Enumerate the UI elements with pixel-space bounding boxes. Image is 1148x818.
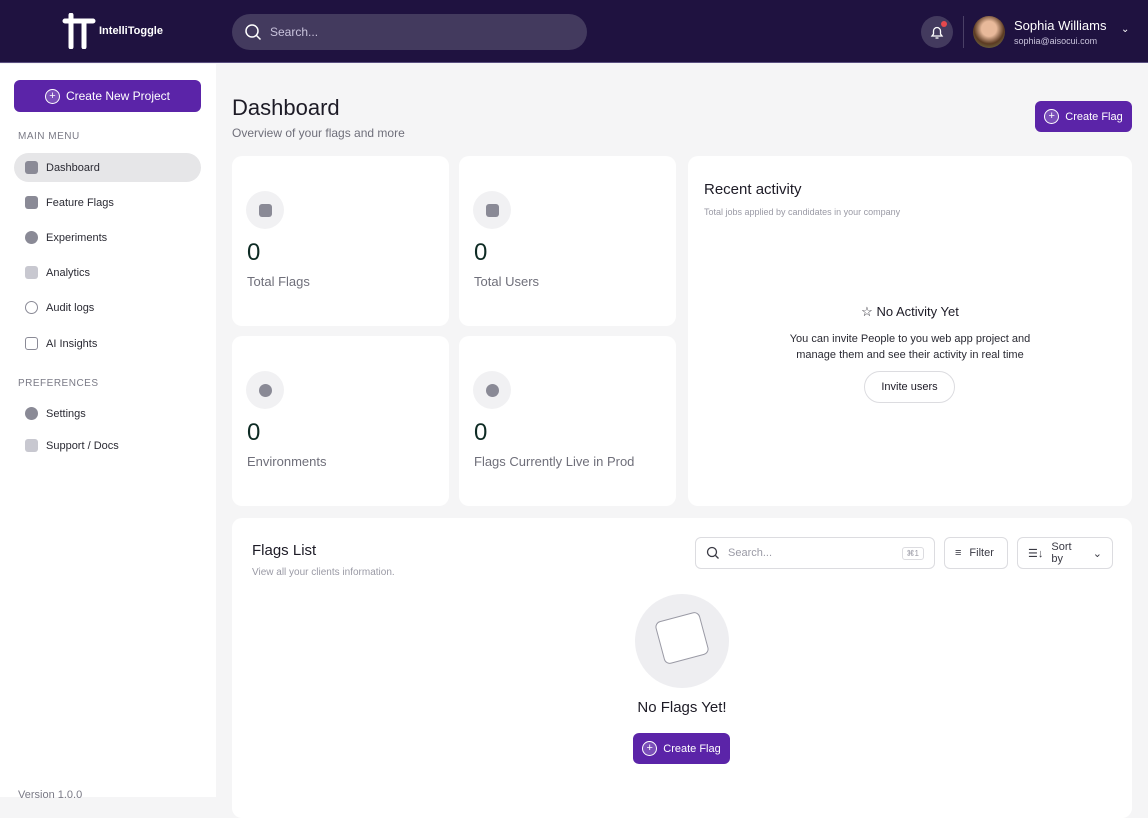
no-activity-desc-2: manage them and see their activity in re… xyxy=(796,349,1024,361)
stat-label: Flags Currently Live in Prod xyxy=(474,454,635,469)
gear-icon xyxy=(25,407,38,420)
stat-value: 0 xyxy=(474,419,488,446)
sidebar-item-audit-logs[interactable]: Audit logs xyxy=(14,293,201,322)
stat-card-total-flags: 0 Total Flags xyxy=(232,156,449,326)
search-placeholder: Search... xyxy=(270,25,319,39)
flag-box-icon xyxy=(246,191,284,229)
dashboard-icon xyxy=(25,161,38,174)
star-icon: ☆ xyxy=(861,304,877,319)
sidebar-item-feature-flags[interactable]: Feature Flags xyxy=(14,188,201,217)
no-flags-title: No Flags Yet! xyxy=(637,699,727,716)
page-subtitle: Overview of your flags and more xyxy=(232,126,405,140)
flags-search-input[interactable]: Search... ⌘1 xyxy=(695,537,935,569)
chevron-down-icon: ⌄ xyxy=(1092,547,1102,560)
sidebar-item-label: Dashboard xyxy=(46,161,100,174)
shortcut-badge: ⌘1 xyxy=(901,546,924,560)
sidebar-item-ai-insights[interactable]: AI Insights xyxy=(14,329,201,358)
plus-icon: + xyxy=(1044,109,1060,124)
notification-dot xyxy=(941,21,947,27)
analytics-icon xyxy=(25,266,38,279)
stat-value: 0 xyxy=(247,239,261,266)
activity-title: Recent activity xyxy=(704,181,802,198)
flags-list-card: Flags List View all your clients informa… xyxy=(232,518,1132,818)
stat-label: Total Users xyxy=(474,274,540,289)
brand-logo[interactable]: IntelliToggle xyxy=(62,13,163,49)
sort-label: Sort by xyxy=(1051,541,1072,565)
sidebar: + Create New Project MAIN MENU Dashboard … xyxy=(0,64,216,801)
sidebar-item-label: Analytics xyxy=(46,266,91,279)
avatar[interactable] xyxy=(973,16,1005,48)
sidebar-item-support[interactable]: Support / Docs xyxy=(14,431,201,460)
eye-icon xyxy=(246,371,284,409)
sort-icon: ☰↓ xyxy=(1028,547,1044,560)
top-bar: IntelliToggle Search... Sophia Williams … xyxy=(0,0,1148,63)
logo-icon xyxy=(62,13,96,49)
preferences-label: PREFERENCES xyxy=(18,378,99,389)
stat-label: Environments xyxy=(247,454,327,469)
create-flag-label: Create Flag xyxy=(1065,110,1123,123)
sort-by-dropdown[interactable]: ☰↓ Sort by ⌄ xyxy=(1017,537,1113,569)
sidebar-item-label: Support / Docs xyxy=(46,439,119,452)
brand-name: IntelliToggle xyxy=(99,25,163,37)
empty-notebook-illustration xyxy=(635,594,729,688)
flags-list-subtitle: View all your clients information. xyxy=(252,567,395,578)
version-text: Version 1.0.0 xyxy=(18,789,83,801)
plus-icon: + xyxy=(642,741,658,756)
create-project-button[interactable]: + Create New Project xyxy=(14,80,201,112)
recent-activity-card: Recent activity Total jobs applied by ca… xyxy=(688,156,1132,506)
main-menu-label: MAIN MENU xyxy=(18,131,80,142)
user-email: sophia@aisocui.com xyxy=(1014,36,1098,46)
sidebar-item-label: Audit logs xyxy=(46,301,95,314)
no-activity-text: No Activity Yet xyxy=(876,304,959,319)
stat-card-live-flags: 0 Flags Currently Live in Prod xyxy=(459,336,676,506)
search-placeholder: Search... xyxy=(728,547,773,559)
filter-label: Filter xyxy=(969,547,994,559)
stat-value: 0 xyxy=(247,419,261,446)
search-icon xyxy=(706,546,719,559)
sidebar-item-label: Settings xyxy=(46,407,86,420)
divider xyxy=(963,16,964,48)
invite-users-button[interactable]: Invite users xyxy=(864,371,955,403)
eye-icon xyxy=(473,371,511,409)
sidebar-item-label: Experiments xyxy=(46,231,108,244)
sidebar-item-label: Feature Flags xyxy=(46,196,114,209)
stat-card-total-users: 0 Total Users xyxy=(459,156,676,326)
search-icon xyxy=(245,24,262,41)
page-title: Dashboard xyxy=(232,95,340,120)
flag-icon xyxy=(25,196,38,209)
ai-chip-icon xyxy=(25,337,38,350)
no-activity-desc: You can invite People to you web app pro… xyxy=(789,333,1031,345)
user-name: Sophia Williams xyxy=(1014,18,1107,33)
activity-subtitle: Total jobs applied by candidates in your… xyxy=(704,207,901,217)
create-flag-button[interactable]: + Create Flag xyxy=(1035,101,1132,132)
stat-label: Total Flags xyxy=(247,274,310,289)
notifications-button[interactable] xyxy=(921,16,953,48)
stat-card-environments: 0 Environments xyxy=(232,336,449,506)
create-flag-button-empty[interactable]: + Create Flag xyxy=(633,733,730,764)
clock-icon xyxy=(25,301,38,314)
sidebar-item-analytics[interactable]: Analytics xyxy=(14,258,201,287)
create-flag-label: Create Flag xyxy=(663,742,721,755)
plus-icon: + xyxy=(44,88,60,104)
sidebar-item-label: AI Insights xyxy=(46,337,98,350)
stat-value: 0 xyxy=(474,239,488,266)
chevron-down-icon[interactable]: ⌄ xyxy=(1121,24,1130,35)
users-icon xyxy=(473,191,511,229)
no-activity-title: ☆ No Activity Yet xyxy=(688,304,1132,320)
filter-button[interactable]: ≡ Filter xyxy=(944,537,1008,569)
sidebar-item-settings[interactable]: Settings xyxy=(14,399,201,428)
sidebar-item-dashboard[interactable]: Dashboard xyxy=(14,153,201,182)
create-project-label: Create New Project xyxy=(65,89,171,103)
flags-list-title: Flags List xyxy=(252,542,317,559)
filter-icon: ≡ xyxy=(955,547,962,559)
experiments-icon xyxy=(25,231,38,244)
sidebar-item-experiments[interactable]: Experiments xyxy=(14,223,201,252)
help-icon xyxy=(25,439,38,452)
global-search-input[interactable]: Search... xyxy=(232,14,587,50)
bell-icon xyxy=(930,26,944,39)
